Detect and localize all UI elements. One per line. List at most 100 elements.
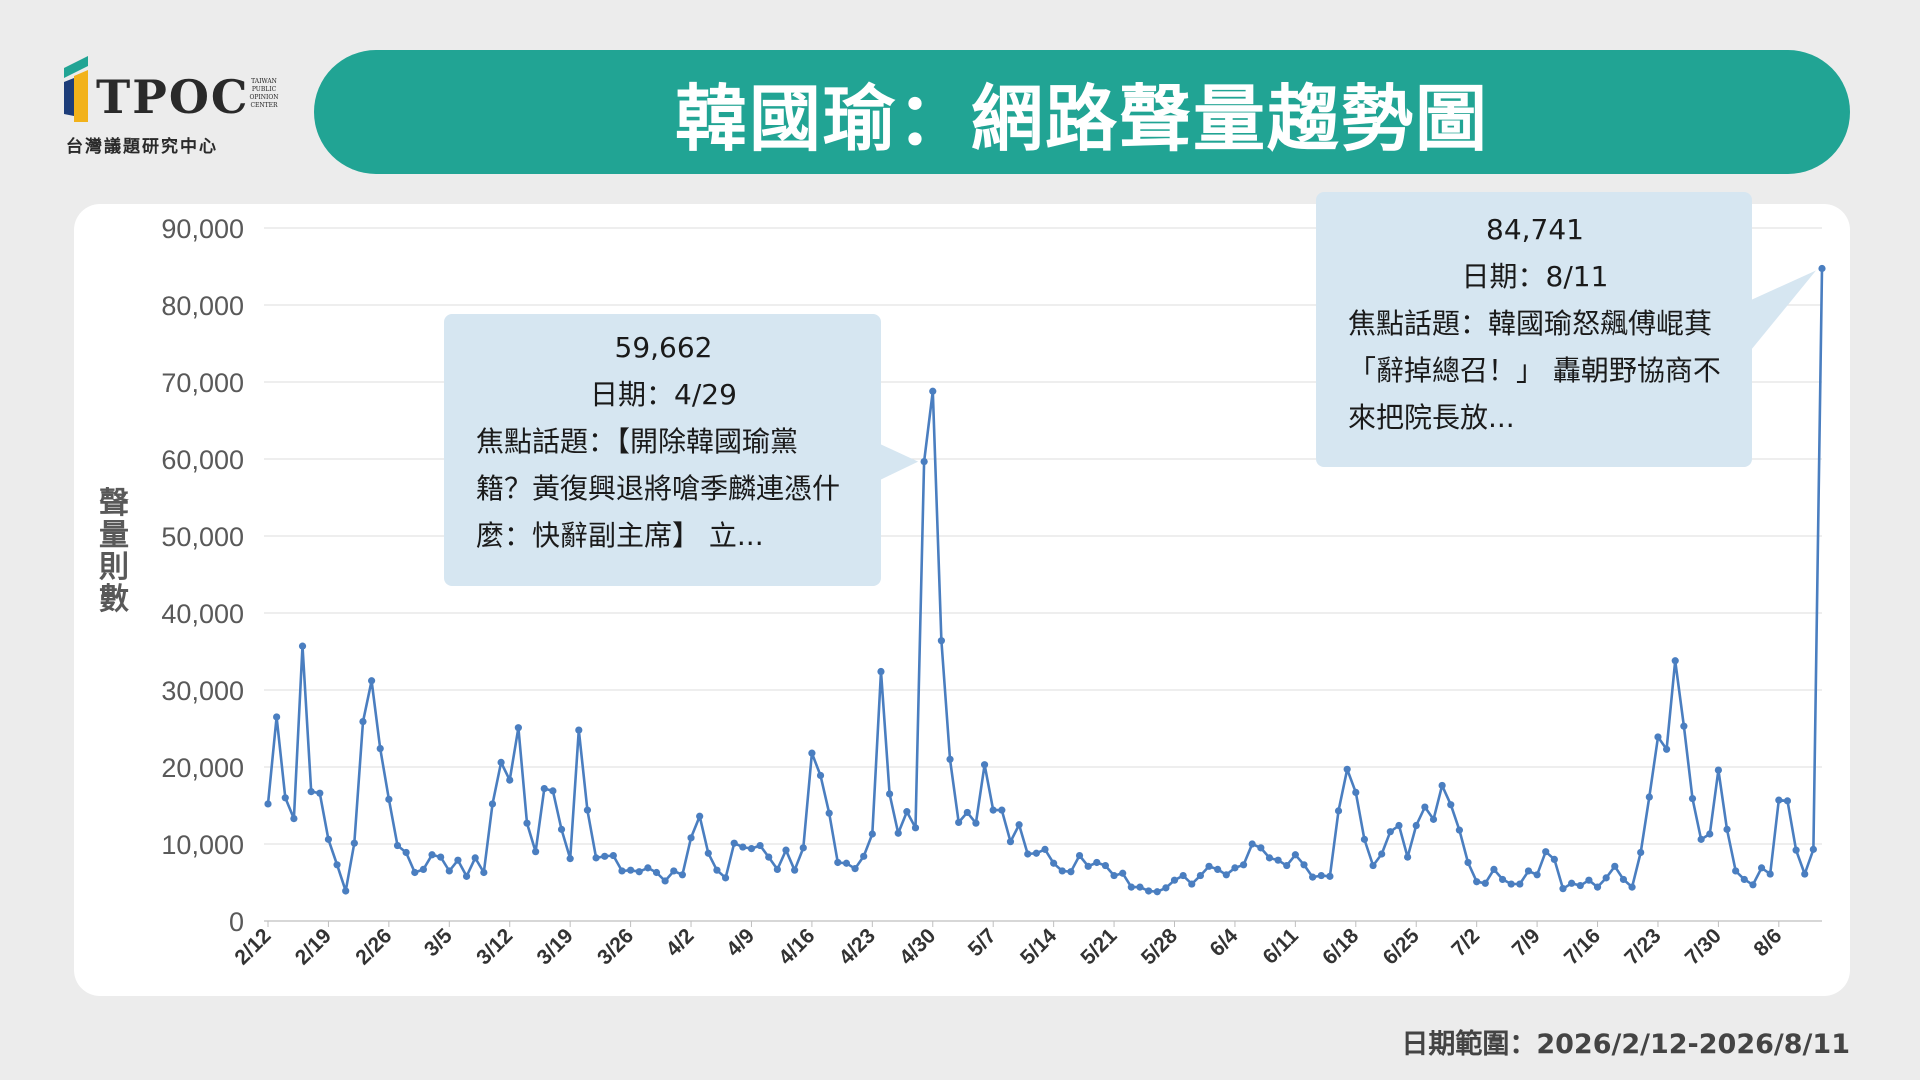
y-tick-label: 90,000: [161, 214, 244, 244]
data-point: [1593, 883, 1602, 891]
data-point: [1032, 849, 1040, 857]
data-point: [1429, 815, 1438, 823]
data-point: [385, 795, 393, 803]
data-point: [324, 835, 333, 843]
annotation-topic: 焦點話題：韓國瑜怒飆傅崐萁「辭掉總召！」 轟朝野協商不來把院長放...: [1348, 307, 1721, 434]
data-point: [989, 806, 997, 814]
data-point: [290, 814, 298, 823]
data-point: [1809, 845, 1817, 853]
data-point: [955, 818, 963, 827]
data-point: [1576, 881, 1584, 890]
data-point: [627, 866, 635, 874]
data-point: [307, 788, 315, 796]
data-point: [1378, 850, 1386, 858]
data-point: [1550, 855, 1558, 864]
callout-pointer: [880, 444, 919, 480]
data-point: [946, 755, 954, 763]
data-point: [1360, 835, 1369, 843]
data-point: [1257, 844, 1265, 852]
data-point: [1749, 881, 1757, 889]
data-point: [1188, 880, 1196, 888]
x-tick-label: 4/9: [722, 924, 759, 961]
data-point: [1602, 874, 1610, 882]
data-point: [1369, 861, 1377, 870]
data-point: [428, 851, 436, 859]
x-tick-label: 6/11: [1259, 924, 1304, 969]
data-point: [1818, 264, 1826, 273]
data-point: [1568, 879, 1576, 887]
x-tick-label: 4/23: [835, 924, 880, 969]
data-point: [454, 856, 462, 864]
data-point: [1542, 848, 1550, 856]
data-point: [920, 458, 928, 466]
data-point: [402, 848, 410, 857]
data-point: [1680, 722, 1688, 730]
data-point: [1421, 803, 1429, 811]
data-point: [342, 887, 350, 895]
data-point: [911, 824, 920, 832]
data-point: [860, 852, 868, 860]
data-point: [1153, 888, 1161, 896]
x-tick-label: 5/21: [1076, 924, 1121, 969]
data-point: [1663, 745, 1671, 753]
x-tick-label: 5/7: [964, 924, 1001, 961]
callout-pointer: [1751, 270, 1816, 350]
data-point: [1723, 825, 1731, 833]
data-point: [1196, 871, 1204, 880]
title-banner: 韓國瑜：網路聲量趨勢圖: [314, 50, 1850, 174]
data-point: [575, 726, 583, 734]
x-tick-label: 6/25: [1379, 924, 1424, 969]
x-tick-label: 7/9: [1508, 924, 1545, 961]
data-point: [1481, 879, 1489, 887]
data-point: [1075, 851, 1084, 860]
data-point: [298, 642, 307, 650]
data-point: [609, 851, 617, 860]
page-title: 韓國瑜：網路聲量趨勢圖: [674, 76, 1489, 161]
data-point: [963, 808, 971, 817]
data-point: [868, 830, 876, 838]
data-point: [549, 787, 557, 795]
data-point: [782, 846, 790, 854]
date-range-footer: 日期範圍：2026/2/12-2026/8/11: [1401, 1029, 1850, 1060]
data-point: [1464, 858, 1472, 867]
data-point: [1533, 871, 1541, 879]
data-point: [1110, 871, 1118, 880]
annotation-callout-peak-1: 59,662 日期：4/29 焦點話題：【開除韓國瑜黨籍？黃復興退將嗆季麟連憑什…: [444, 314, 881, 586]
data-point: [1447, 801, 1455, 809]
data-point: [1792, 846, 1800, 854]
data-point: [929, 387, 937, 395]
data-point: [514, 724, 522, 732]
x-tick-label: 4/30: [895, 924, 940, 969]
annotation-value: 84,741: [1486, 213, 1584, 246]
data-point: [316, 789, 324, 797]
data-point: [540, 784, 548, 793]
data-point: [713, 866, 721, 874]
data-point: [462, 872, 471, 880]
data-point: [333, 861, 341, 869]
data-point: [980, 761, 989, 769]
data-point: [773, 865, 781, 874]
x-tick-label: 3/12: [472, 924, 517, 969]
data-point: [618, 867, 626, 875]
data-point: [1585, 876, 1593, 884]
data-point: [842, 859, 851, 867]
data-point: [687, 834, 695, 842]
data-point: [1231, 864, 1239, 872]
x-tick-label: 7/2: [1447, 924, 1484, 961]
x-tick-label: 7/16: [1560, 924, 1605, 969]
data-point: [419, 865, 427, 874]
data-point: [1291, 851, 1299, 859]
data-point: [1093, 858, 1101, 867]
data-point: [1473, 878, 1481, 886]
x-tick-label: 8/6: [1749, 924, 1786, 961]
data-point: [532, 848, 540, 856]
data-point: [437, 853, 445, 861]
data-point: [1654, 733, 1662, 741]
data-point: [1309, 873, 1317, 881]
data-point: [566, 855, 574, 863]
data-point: [1455, 826, 1463, 834]
data-point: [1145, 887, 1153, 895]
annotation-value: 59,662: [614, 331, 713, 364]
data-point: [886, 790, 894, 798]
